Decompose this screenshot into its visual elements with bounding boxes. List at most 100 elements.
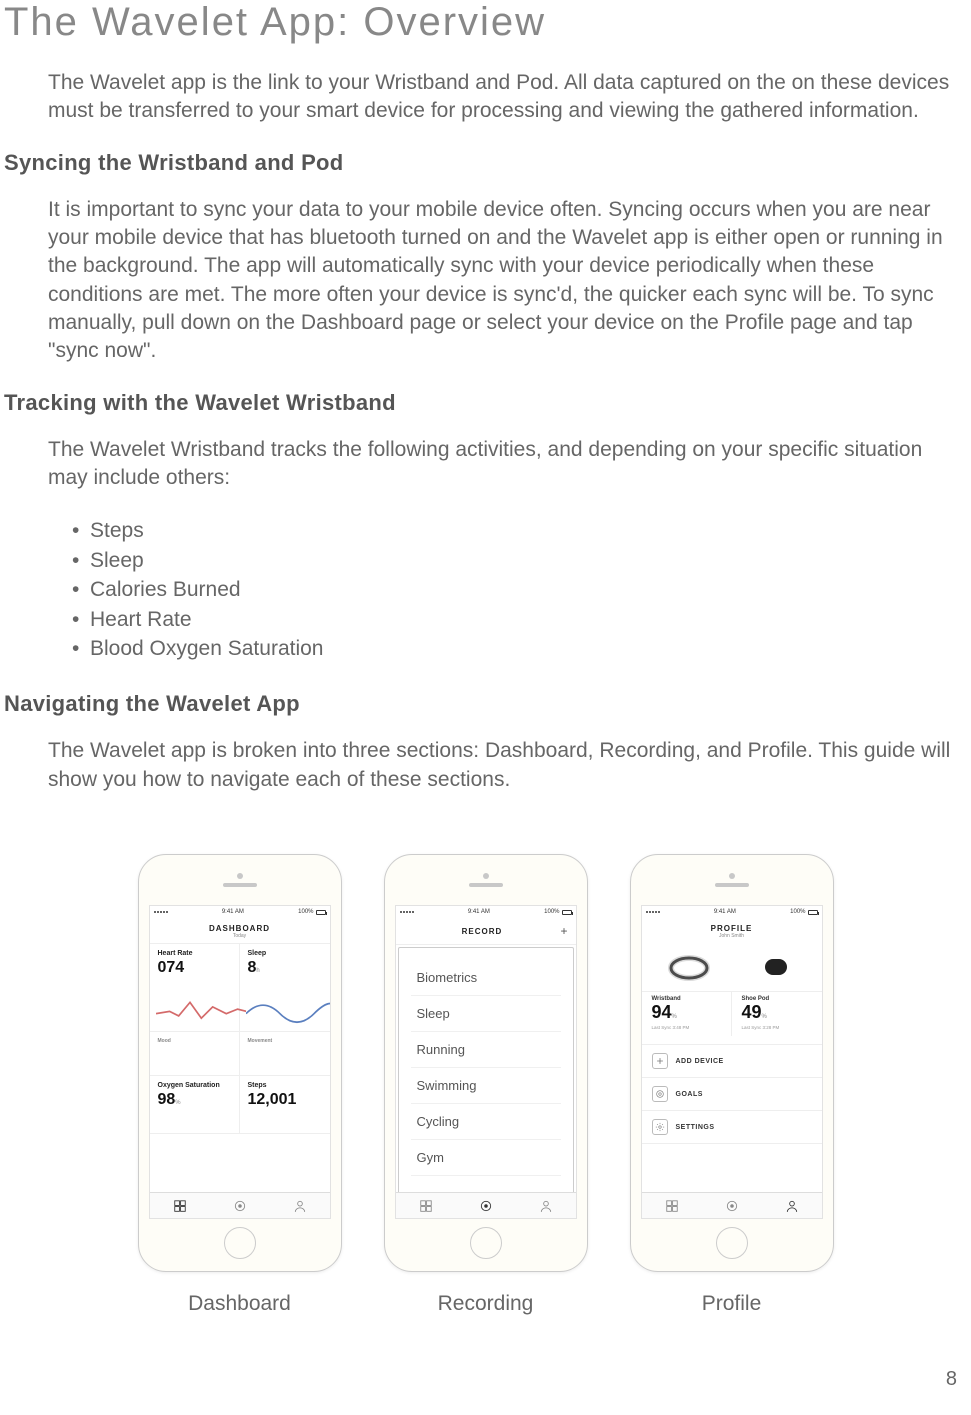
phone-camera-icon xyxy=(483,873,489,879)
intro-paragraph: The Wavelet app is the link to your Wris… xyxy=(48,69,953,126)
phone-home-button xyxy=(716,1227,748,1259)
cell-value: 074 xyxy=(158,959,233,977)
phone-camera-icon xyxy=(237,873,243,879)
phone-screen-profile: 9:41 AM 100% PROFILE John Smith xyxy=(641,905,823,1219)
phone-mockups-row: 9:41 AM 100% DASHBOARD Today Heart Rate … xyxy=(0,854,971,1316)
page-title: The Wavelet App: Overview xyxy=(0,0,971,45)
record-item[interactable]: Gym xyxy=(411,1140,561,1176)
status-bar: 9:41 AM 100% xyxy=(396,906,576,918)
tab-profile-icon[interactable] xyxy=(539,1199,553,1213)
phone-mockup-recording: 9:41 AM 100% RECORD + Biometrics Sleep R… xyxy=(384,854,588,1272)
gear-icon xyxy=(652,1119,668,1135)
dashboard-grid: Heart Rate 074 Sleep 8h Mood Movement xyxy=(150,944,330,1134)
phone-col-recording: 9:41 AM 100% RECORD + Biometrics Sleep R… xyxy=(384,854,588,1316)
status-bar: 9:41 AM 100% xyxy=(150,906,330,918)
dashboard-cell-sleep[interactable]: Sleep 8h xyxy=(240,944,330,1032)
dashboard-cell-movement[interactable]: Movement xyxy=(240,1032,330,1076)
tab-profile-icon[interactable] xyxy=(293,1199,307,1213)
phone-top-hardware xyxy=(631,855,833,905)
row-label: SETTINGS xyxy=(676,1124,715,1131)
dashboard-cell-heart-rate[interactable]: Heart Rate 074 xyxy=(150,944,240,1032)
cell-label: Oxygen Saturation xyxy=(158,1082,233,1089)
list-item: Calories Burned xyxy=(72,575,971,604)
dashboard-subtitle: Today xyxy=(150,933,330,939)
wristband-icon xyxy=(667,951,711,985)
status-batt: 100% xyxy=(298,909,313,915)
profile-devices-row xyxy=(642,941,822,992)
dashboard-cell-steps[interactable]: Steps 12,001 xyxy=(240,1076,330,1134)
tab-record-icon[interactable] xyxy=(725,1199,739,1213)
phone-home-button xyxy=(224,1227,256,1259)
cell-label: Sleep xyxy=(248,950,324,957)
profile-row-add-device[interactable]: ADD DEVICE xyxy=(642,1044,822,1078)
profile-subtitle: John Smith xyxy=(642,933,822,939)
record-list: Biometrics Sleep Running Swimming Cyclin… xyxy=(399,948,573,1188)
syncing-body: It is important to sync your data to you… xyxy=(48,196,953,366)
tab-profile-icon[interactable] xyxy=(785,1199,799,1213)
record-item[interactable]: Cycling xyxy=(411,1104,561,1140)
record-item[interactable]: Sleep xyxy=(411,996,561,1032)
profile-stats-row: Wristband 94% Last Sync 3:48 PM Shoe Pod… xyxy=(642,992,822,1036)
tab-dashboard-icon[interactable] xyxy=(419,1199,433,1213)
tracking-list: Steps Sleep Calories Burned Heart Rate B… xyxy=(72,516,971,663)
cell-label-small: Movement xyxy=(248,1038,324,1044)
stat-value: 49% xyxy=(742,1002,814,1023)
tab-record-icon[interactable] xyxy=(233,1199,247,1213)
phone-mockup-profile: 9:41 AM 100% PROFILE John Smith xyxy=(630,854,834,1272)
phone-speaker-icon xyxy=(469,883,503,887)
device-shoe-pod[interactable] xyxy=(753,951,797,985)
cell-value: 12,001 xyxy=(248,1091,324,1109)
cell-value: 8h xyxy=(248,959,324,977)
section-heading-syncing: Syncing the Wristband and Pod xyxy=(4,150,971,176)
status-time: 9:41 AM xyxy=(222,909,244,915)
tab-bar xyxy=(150,1192,330,1218)
dashboard-title: DASHBOARD xyxy=(150,924,330,933)
phone-col-dashboard: 9:41 AM 100% DASHBOARD Today Heart Rate … xyxy=(138,854,342,1316)
profile-title: PROFILE xyxy=(642,924,822,933)
record-item[interactable]: Swimming xyxy=(411,1068,561,1104)
phone-screen-dashboard: 9:41 AM 100% DASHBOARD Today Heart Rate … xyxy=(149,905,331,1219)
dashboard-cell-oxygen[interactable]: Oxygen Saturation 98% xyxy=(150,1076,240,1134)
list-item: Steps xyxy=(72,516,971,545)
dashboard-header: DASHBOARD Today xyxy=(150,918,330,944)
status-time: 9:41 AM xyxy=(468,909,490,915)
phone-camera-icon xyxy=(729,873,735,879)
record-title: RECORD xyxy=(462,927,503,936)
device-wristband[interactable] xyxy=(667,951,711,985)
tab-dashboard-icon[interactable] xyxy=(665,1199,679,1213)
profile-stat-wristband: Wristband 94% Last Sync 3:48 PM xyxy=(642,992,732,1036)
cell-label: Heart Rate xyxy=(158,950,233,957)
list-item: Heart Rate xyxy=(72,605,971,634)
tab-dashboard-icon[interactable] xyxy=(173,1199,187,1213)
sparkline-sleep xyxy=(246,991,331,1025)
section-heading-navigating: Navigating the Wavelet App xyxy=(4,691,971,717)
status-batt: 100% xyxy=(790,909,805,915)
phone-home-button xyxy=(470,1227,502,1259)
phone-mockup-dashboard: 9:41 AM 100% DASHBOARD Today Heart Rate … xyxy=(138,854,342,1272)
tracking-body: The Wavelet Wristband tracks the followi… xyxy=(48,436,953,493)
phone-speaker-icon xyxy=(223,883,257,887)
profile-row-goals[interactable]: GOALS xyxy=(642,1078,822,1111)
record-item[interactable]: Biometrics xyxy=(411,960,561,996)
tab-record-icon[interactable] xyxy=(479,1199,493,1213)
list-item: Sleep xyxy=(72,546,971,575)
stat-sync: Last Sync 3:28 PM xyxy=(742,1025,814,1030)
list-item: Blood Oxygen Saturation xyxy=(72,634,971,663)
phone-caption-dashboard: Dashboard xyxy=(188,1292,291,1316)
section-heading-tracking: Tracking with the Wavelet Wristband xyxy=(4,390,971,416)
row-label: ADD DEVICE xyxy=(676,1058,724,1065)
add-record-icon[interactable]: + xyxy=(560,924,567,938)
status-bar: 9:41 AM 100% xyxy=(642,906,822,918)
phone-top-hardware xyxy=(385,855,587,905)
tab-bar xyxy=(642,1192,822,1218)
cell-value: 98% xyxy=(158,1091,233,1109)
page-number: 8 xyxy=(946,1368,957,1391)
record-item[interactable]: Running xyxy=(411,1032,561,1068)
phone-col-profile: 9:41 AM 100% PROFILE John Smith xyxy=(630,854,834,1316)
dashboard-cell-mood[interactable]: Mood xyxy=(150,1032,240,1076)
profile-row-settings[interactable]: SETTINGS xyxy=(642,1111,822,1144)
navigating-body: The Wavelet app is broken into three sec… xyxy=(48,737,953,794)
sparkline-heart-rate xyxy=(156,991,247,1025)
phone-caption-recording: Recording xyxy=(438,1292,534,1316)
record-list-box: Biometrics Sleep Running Swimming Cyclin… xyxy=(398,947,574,1219)
